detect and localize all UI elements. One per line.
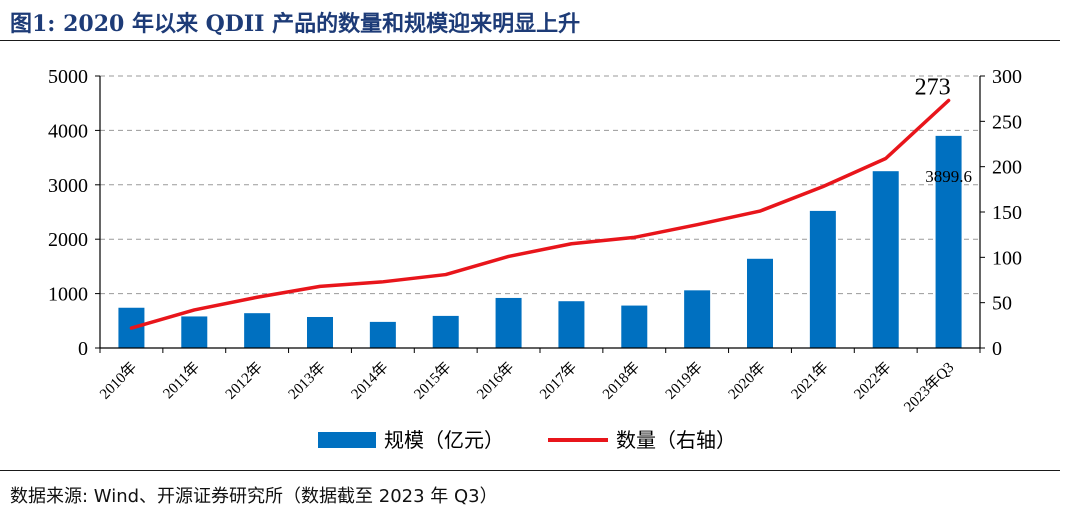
grid-lines [100, 75, 980, 295]
bar [181, 316, 208, 348]
bar [495, 297, 522, 348]
y-left-tick-label: 2000 [48, 229, 88, 251]
x-tick-label: 2018年 [599, 359, 643, 403]
y-left-tick-label: 1000 [48, 284, 88, 306]
y-right-tick-label: 100 [992, 247, 1022, 269]
y-right-tick-label: 50 [992, 293, 1012, 315]
x-tick-label: 2019年 [662, 359, 706, 403]
legend-label-line: 数量（右轴） [616, 428, 736, 452]
y-axis-right-ticks: 0 50 100 150 200 250 300 [992, 66, 1022, 360]
bar [747, 258, 773, 348]
x-tick-label: 2022年 [851, 359, 895, 403]
y-left-tick-label: 4000 [48, 120, 88, 142]
bar-data-label: 3899.6 [925, 167, 972, 186]
y-left-tick-label: 0 [78, 338, 88, 360]
bottom-rule [0, 470, 1060, 471]
bar [558, 301, 585, 348]
y-right-tick-label: 150 [992, 202, 1022, 224]
y-right-tick-label: 300 [992, 66, 1022, 88]
bar [809, 210, 836, 348]
x-tick-label: 2012年 [222, 359, 266, 403]
y-left-tick-label: 3000 [48, 175, 88, 197]
x-tick-label: 2017年 [536, 359, 580, 403]
series-line [129, 98, 951, 330]
legend-label-bar: 规模（亿元） [384, 428, 504, 452]
bar [621, 305, 648, 348]
bar [244, 313, 271, 348]
legend-swatch-bar [318, 432, 376, 448]
x-axis-ticks: 2010年 2011年 2012年 2013年 2014年 2015年 2016年 2017年… [96, 359, 957, 416]
bar-series [118, 135, 962, 348]
y-right-tick-label: 250 [992, 111, 1022, 133]
y-left-tick-label: 5000 [48, 66, 88, 88]
y-axis-left-ticks: 0 1000 2000 3000 4000 5000 [48, 66, 88, 360]
x-tick-label: 2023年Q3 [901, 359, 958, 416]
bar [684, 290, 711, 348]
x-tick-label: 2011年 [160, 359, 203, 402]
x-tick-label: 2014年 [348, 359, 392, 403]
x-tick-label: 2021年 [788, 359, 832, 403]
figure-title: 图1: 2020 年以来 QDII 产品的数量和规模迎来明显上升 [10, 11, 581, 37]
bar [307, 316, 333, 348]
axes [95, 75, 985, 353]
source-note: 数据来源: Wind、开源证券研究所（数据截至 2023 年 Q3） [10, 486, 498, 507]
x-tick-label: 2010年 [96, 359, 140, 403]
bar [432, 315, 459, 348]
y-right-tick-label: 200 [992, 157, 1022, 179]
x-tick-label: 2015年 [411, 359, 455, 403]
line-data-label: 273 [915, 74, 951, 100]
y-right-tick-label: 0 [992, 338, 1002, 360]
x-tick-label: 2013年 [285, 359, 329, 403]
bar [935, 135, 962, 348]
x-tick-label: 2020年 [725, 359, 769, 403]
line-series [129, 98, 951, 330]
data-labels: 3899.6 273 [915, 74, 972, 185]
x-tick-label: 2016年 [474, 359, 518, 403]
bar [369, 321, 396, 348]
top-rule [0, 40, 1060, 41]
legend: 规模（亿元） 数量（右轴） [318, 428, 736, 452]
bar [872, 171, 899, 348]
